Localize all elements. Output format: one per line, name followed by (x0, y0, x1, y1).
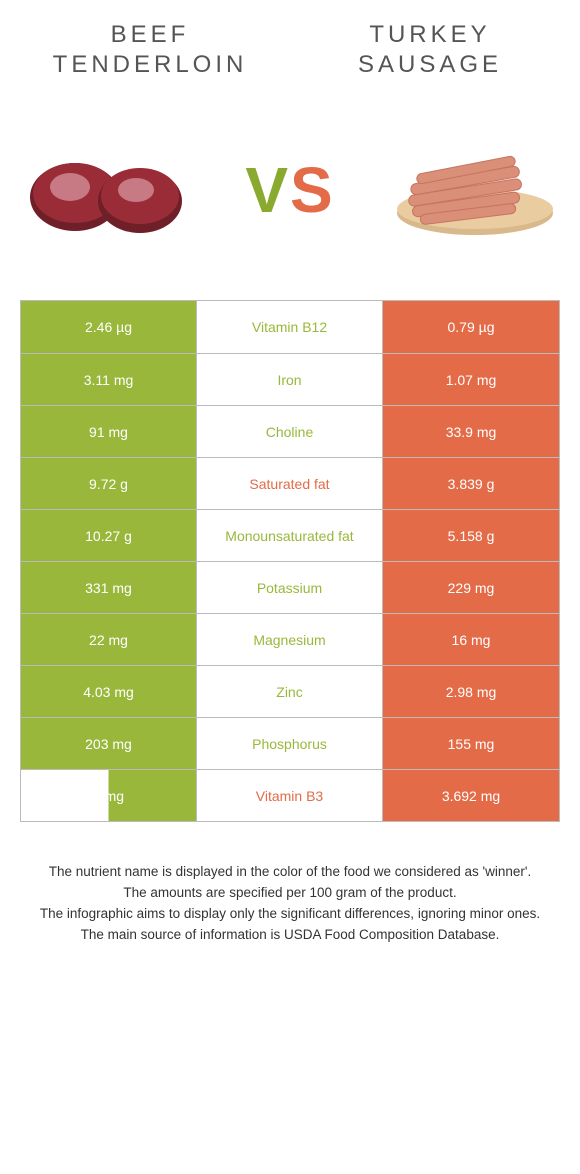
footnotes: The nutrient name is displayed in the co… (20, 862, 560, 946)
value-left: 3 mg (21, 769, 197, 821)
value-right: 3.839 g (383, 457, 559, 509)
value-left: 3.11 mg (21, 353, 197, 405)
nutrient-row: 3 mgVitamin B33.692 mg (21, 769, 559, 821)
nutrient-name: Saturated fat (197, 457, 383, 509)
vs-s: S (290, 154, 335, 226)
value-right: 33.9 mg (383, 405, 559, 457)
nutrient-name: Monounsaturated fat (197, 509, 383, 561)
hero-row: VS (20, 130, 560, 250)
vs-label: VS (245, 153, 334, 227)
nutrient-row: 331 mgPotassium229 mg (21, 561, 559, 613)
nutrient-name: Potassium (197, 561, 383, 613)
nutrient-name: Zinc (197, 665, 383, 717)
value-right: 229 mg (383, 561, 559, 613)
title-right: TURKEY SAUSAGE (290, 20, 560, 80)
value-right: 3.692 mg (383, 769, 559, 821)
nutrient-row: 22 mgMagnesium16 mg (21, 613, 559, 665)
value-left: 331 mg (21, 561, 197, 613)
footnote-line: The infographic aims to display only the… (30, 904, 550, 925)
nutrient-row: 10.27 gMonounsaturated fat5.158 g (21, 509, 559, 561)
nutrient-name: Choline (197, 405, 383, 457)
value-left: 9.72 g (21, 457, 197, 509)
titles-row: BEEF TENDERLOIN TURKEY SAUSAGE (20, 20, 560, 80)
value-left: 10.27 g (21, 509, 197, 561)
value-left: 22 mg (21, 613, 197, 665)
nutrient-row: 9.72 gSaturated fat3.839 g (21, 457, 559, 509)
nutrient-row: 2.46 µgVitamin B120.79 µg (21, 301, 559, 353)
nutrient-row: 3.11 mgIron1.07 mg (21, 353, 559, 405)
nutrient-row: 203 mgPhosphorus155 mg (21, 717, 559, 769)
value-left: 203 mg (21, 717, 197, 769)
footnote-line: The nutrient name is displayed in the co… (30, 862, 550, 883)
value-left: 2.46 µg (21, 301, 197, 353)
nutrient-table: 2.46 µgVitamin B120.79 µg3.11 mgIron1.07… (20, 300, 560, 822)
value-right: 5.158 g (383, 509, 559, 561)
value-right: 0.79 µg (383, 301, 559, 353)
value-right: 16 mg (383, 613, 559, 665)
nutrient-name: Phosphorus (197, 717, 383, 769)
value-left: 4.03 mg (21, 665, 197, 717)
value-right: 2.98 mg (383, 665, 559, 717)
nutrient-name: Iron (197, 353, 383, 405)
footnote-line: The amounts are specified per 100 gram o… (30, 883, 550, 904)
vs-v: V (245, 154, 290, 226)
nutrient-name: Vitamin B3 (197, 769, 383, 821)
title-left: BEEF TENDERLOIN (20, 20, 290, 80)
footnote-line: The main source of information is USDA F… (30, 925, 550, 946)
value-right: 1.07 mg (383, 353, 559, 405)
beef-tenderloin-image (20, 135, 200, 245)
nutrient-row: 91 mgCholine33.9 mg (21, 405, 559, 457)
nutrient-name: Magnesium (197, 613, 383, 665)
comparison-infographic: BEEF TENDERLOIN TURKEY SAUSAGE VS (0, 0, 580, 1174)
nutrient-row: 4.03 mgZinc2.98 mg (21, 665, 559, 717)
value-left: 91 mg (21, 405, 197, 457)
turkey-sausage-image (380, 135, 560, 245)
nutrient-name: Vitamin B12 (197, 301, 383, 353)
value-right: 155 mg (383, 717, 559, 769)
